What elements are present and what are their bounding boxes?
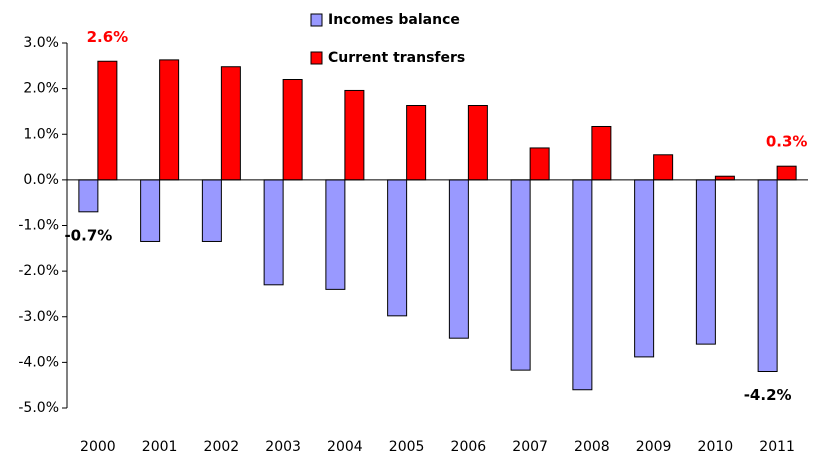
- bar: [653, 154, 674, 181]
- x-tick-label: 2003: [265, 439, 301, 455]
- bar: [510, 179, 531, 371]
- y-tick-label: -1.0%: [18, 218, 59, 234]
- value-label: -0.7%: [64, 226, 112, 244]
- x-tick-label: 2010: [698, 439, 734, 455]
- x-tick-label: 2000: [80, 439, 116, 455]
- bar: [325, 179, 346, 290]
- x-tick-label: 2008: [574, 439, 610, 455]
- bar: [201, 179, 222, 242]
- y-tick-label: 3.0%: [23, 35, 59, 51]
- bar: [159, 59, 180, 181]
- value-label: -4.2%: [744, 386, 792, 404]
- bar: [406, 105, 427, 181]
- bar: [344, 89, 365, 181]
- bar: [97, 60, 118, 181]
- y-tick-label: -3.0%: [18, 309, 59, 325]
- x-tick-label: 2005: [389, 439, 425, 455]
- legend-swatch: [310, 51, 323, 65]
- y-tick-label: -5.0%: [18, 400, 59, 416]
- bar: [263, 179, 284, 286]
- bar: [140, 179, 161, 242]
- bar: [695, 179, 716, 345]
- bar: [572, 179, 593, 391]
- bar: [467, 105, 488, 181]
- y-tick-label: -2.0%: [18, 263, 59, 279]
- x-tick-label: 2006: [451, 439, 487, 455]
- bar: [387, 179, 408, 317]
- value-label: 0.3%: [766, 133, 808, 151]
- bar: [634, 179, 655, 358]
- legend-swatch: [310, 13, 323, 27]
- x-tick-label: 2009: [636, 439, 672, 455]
- x-tick-label: 2001: [142, 439, 178, 455]
- y-tick-label: 1.0%: [23, 126, 59, 142]
- x-tick-label: 2002: [204, 439, 240, 455]
- legend-label: Incomes balance: [328, 12, 460, 28]
- bar: [448, 179, 469, 339]
- legend-label: Current transfers: [328, 50, 465, 66]
- x-tick-label: 2007: [512, 439, 548, 455]
- x-tick-label: 2011: [759, 439, 795, 455]
- bar: [78, 179, 99, 213]
- bar: [757, 179, 778, 372]
- bar: [220, 66, 241, 181]
- bar: [529, 147, 550, 181]
- bar: [282, 79, 303, 181]
- bar: [714, 175, 735, 181]
- y-tick-label: 2.0%: [23, 81, 59, 97]
- value-label: 2.6%: [87, 28, 129, 46]
- x-tick-label: 2004: [327, 439, 363, 455]
- y-tick-label: -4.0%: [18, 354, 59, 370]
- bar: [591, 125, 612, 181]
- bar: [776, 165, 797, 181]
- y-tick-label: 0.0%: [23, 172, 59, 188]
